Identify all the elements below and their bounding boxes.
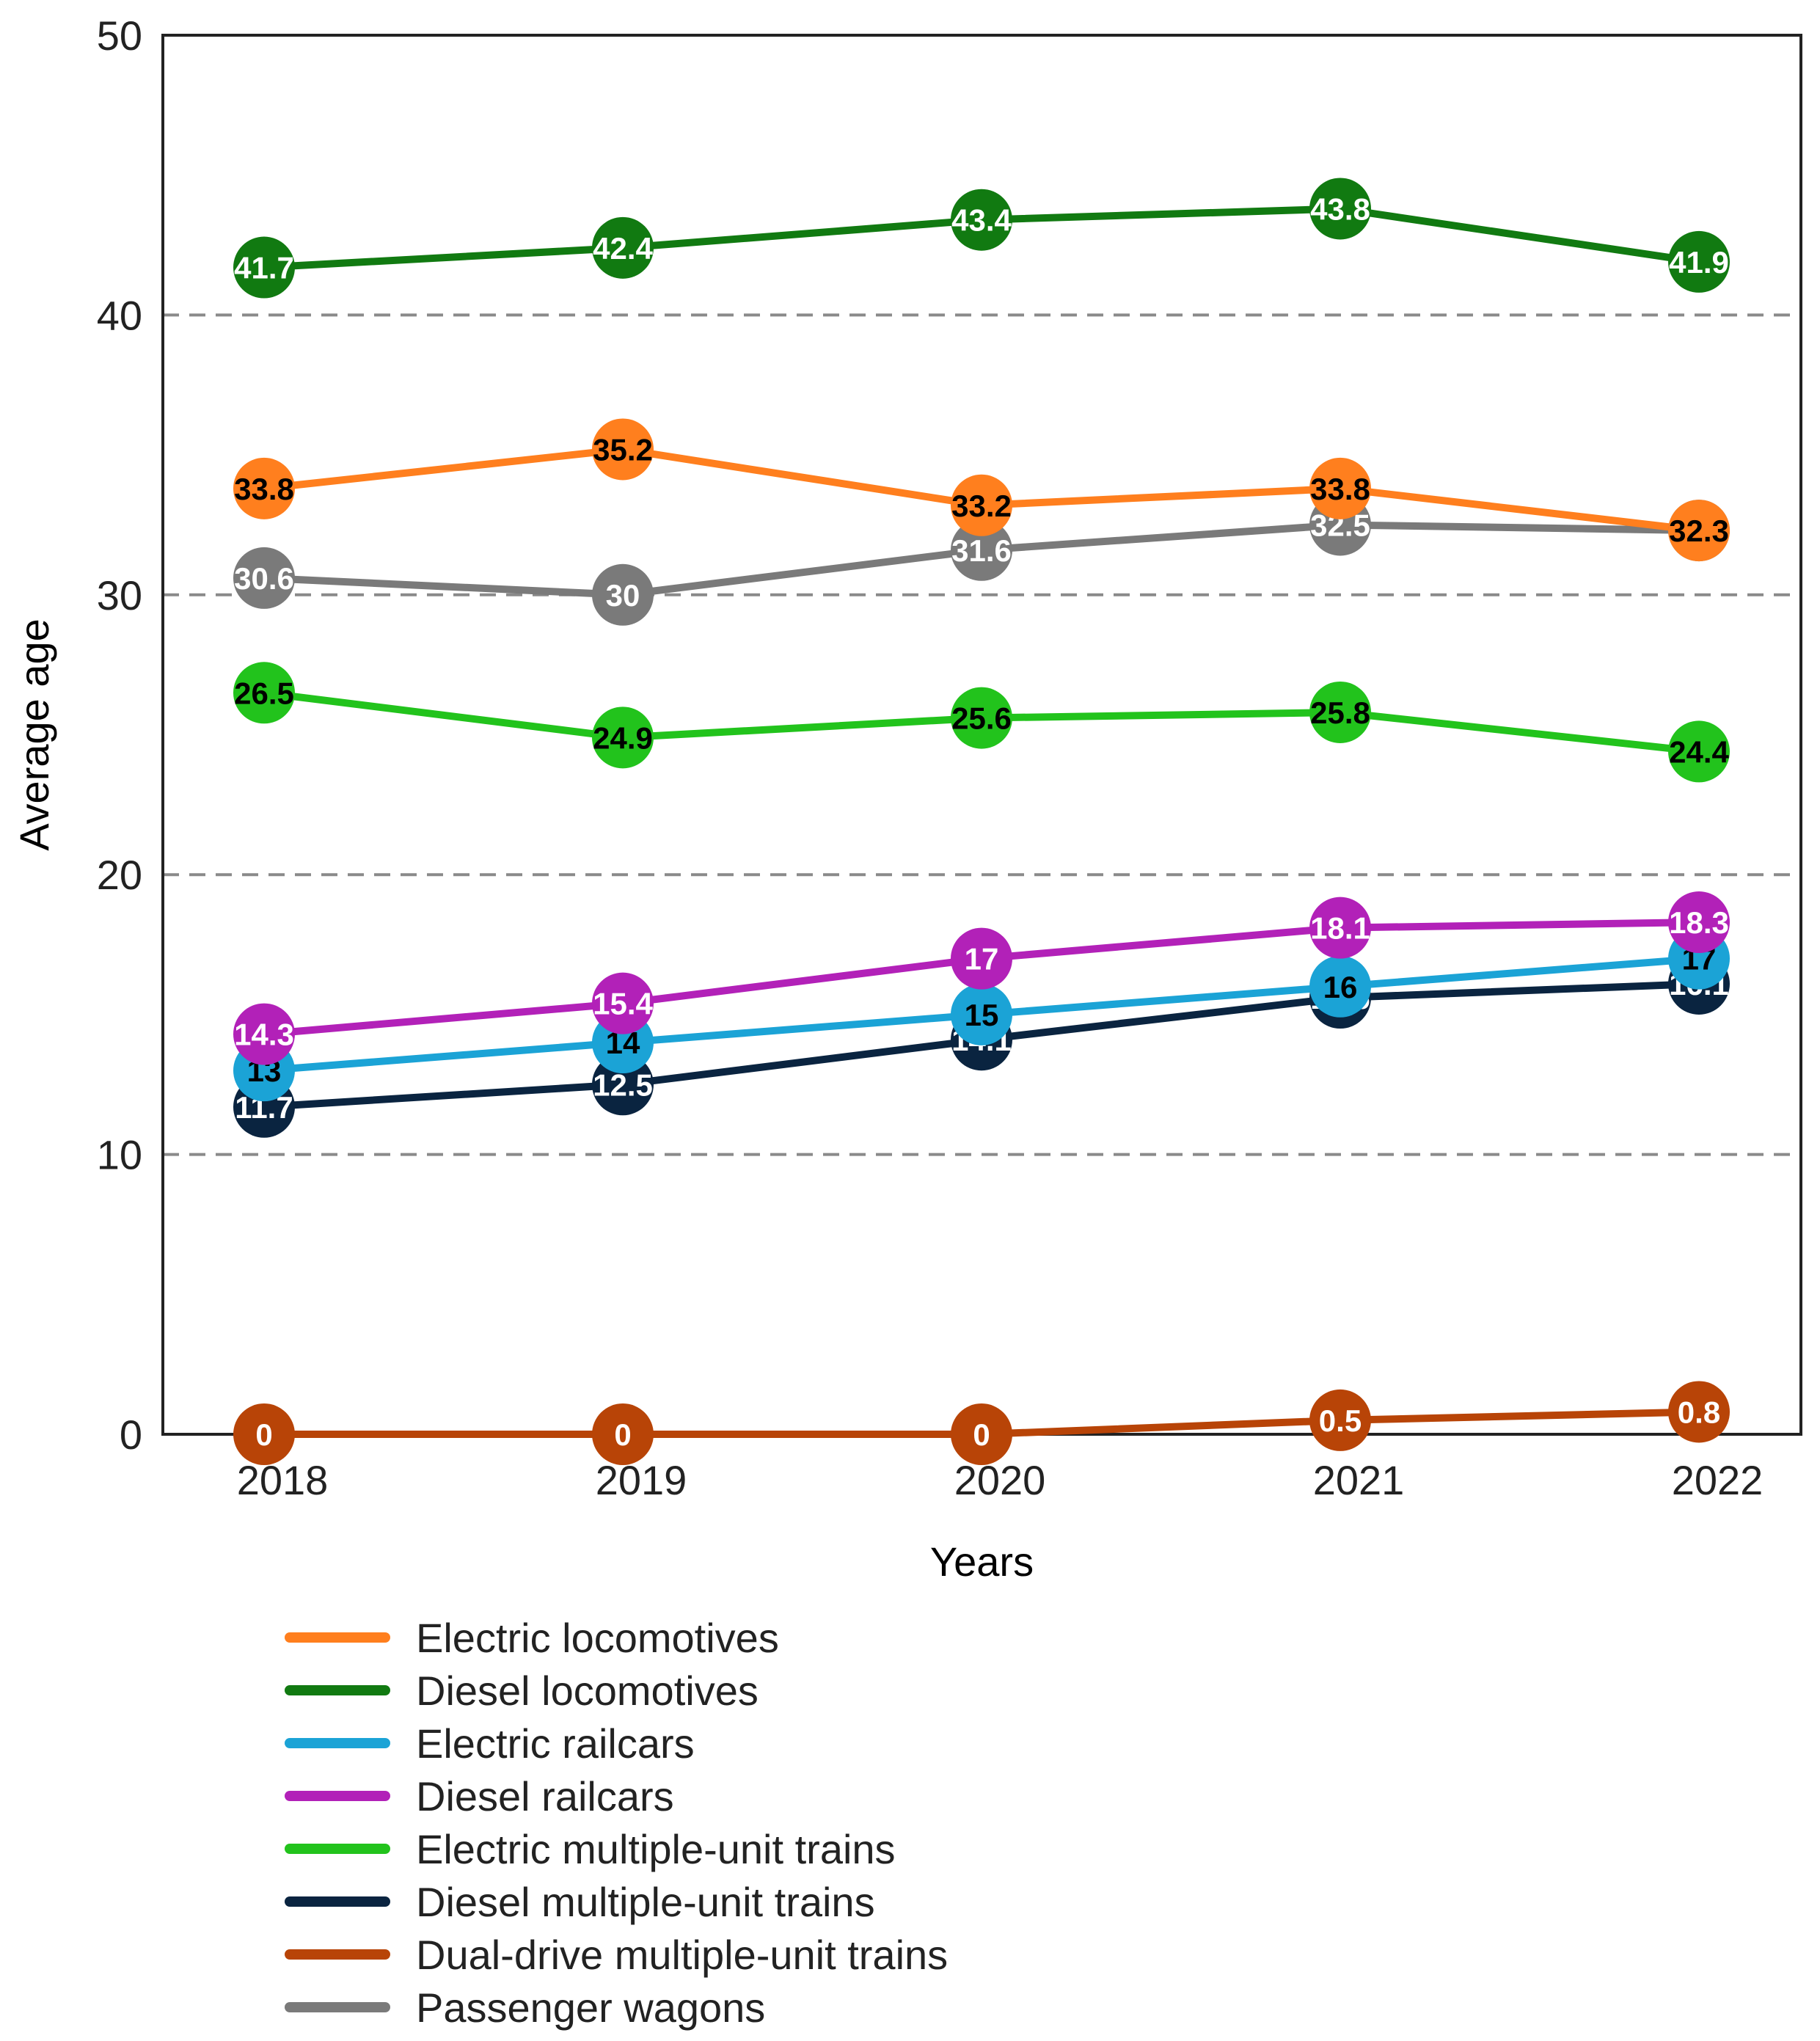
legend-label: Electric railcars [416,1720,695,1767]
data-label: 17 [965,942,999,976]
data-label: 0 [614,1417,631,1452]
data-label: 31.6 [951,533,1012,568]
data-label: 25.6 [951,701,1012,736]
data-label: 43.8 [1310,191,1370,226]
data-point [592,972,654,1034]
y-tick-label: 10 [97,1132,142,1178]
data-point [233,662,295,724]
data-label: 16 [1323,970,1358,1004]
legend-label: Diesel railcars [416,1773,674,1819]
data-label: 0 [973,1417,990,1452]
y-tick-label: 20 [97,852,142,898]
data-point [951,927,1012,990]
data-point [1309,897,1371,959]
data-point [233,1003,295,1065]
legend-label: Electric multiple-unit trains [416,1826,896,1872]
y-tick-label: 40 [97,292,142,338]
series-markers: 0000.50.811.712.514.115.616.113141516171… [233,178,1730,1465]
data-label: 32.3 [1669,514,1729,548]
y-tick-label: 50 [97,12,142,59]
data-point [1668,891,1730,954]
data-label: 42.4 [593,231,653,266]
data-point [1309,681,1371,743]
data-label: 33.2 [951,489,1012,523]
data-label: 24.9 [593,720,653,755]
data-label: 30 [606,578,640,613]
legend-label: Diesel locomotives [416,1668,759,1714]
x-axis-title: Years [930,1538,1034,1585]
legend-label: Dual-drive multiple-unit trains [416,1932,948,1978]
data-point [592,706,654,769]
data-label: 18.1 [1310,911,1370,946]
data-point [592,563,654,626]
data-point [1668,500,1730,562]
y-tick-label: 30 [97,572,142,618]
data-point [1668,1381,1730,1443]
gridlines [163,313,1801,1156]
data-label: 0 [255,1417,272,1452]
data-label: 41.7 [234,251,294,285]
data-point [1309,178,1371,240]
data-label: 12.5 [593,1067,653,1102]
legend-label: Diesel multiple-unit trains [416,1879,875,1925]
data-label: 33.8 [1310,472,1370,506]
axes: 0 10 20 30 40 50 2018 2019 2020 2021 2022 [97,12,1802,1503]
data-point [951,687,1012,749]
x-tick-label: 2021 [1313,1457,1405,1503]
data-point [951,1403,1012,1465]
x-tick-label: 2020 [954,1457,1046,1503]
data-point [1309,955,1371,1018]
legend-label: Passenger wagons [416,1985,765,2031]
data-label: 30.6 [234,561,294,596]
x-tick-label: 2019 [596,1457,687,1503]
data-label: 43.4 [951,203,1012,238]
data-point [233,547,295,609]
data-point [1309,1389,1371,1451]
data-point [592,216,654,279]
series-lines [260,205,1703,1438]
data-point [233,457,295,519]
data-point [1668,720,1730,783]
data-label: 18.3 [1669,905,1729,940]
x-tick-label: 2018 [237,1457,329,1503]
data-label: 33.8 [234,472,294,506]
data-label: 0.5 [1319,1403,1362,1438]
data-label: 25.8 [1310,695,1370,730]
legend: Electric locomotives Diesel locomotives El… [285,1615,948,2031]
data-label: 14.3 [234,1018,294,1052]
data-point [951,519,1012,581]
data-point [592,418,654,481]
data-point [951,189,1012,251]
legend-label: Electric locomotives [416,1615,779,1661]
data-point [233,1403,295,1465]
x-tick-label: 2022 [1672,1457,1764,1503]
data-label: 24.4 [1669,734,1729,769]
data-point [951,474,1012,536]
data-label: 15.4 [593,987,653,1021]
data-label: 35.2 [593,432,653,467]
data-point [592,1403,654,1465]
data-label: 15 [965,998,999,1032]
data-label: 26.5 [234,676,294,710]
data-point [1309,457,1371,519]
data-label: 0.8 [1678,1395,1720,1429]
data-point [951,983,1012,1045]
data-point [233,236,295,299]
data-label: 41.9 [1669,245,1729,280]
data-point [1668,230,1730,293]
y-tick-label: 0 [120,1412,142,1458]
y-axis-title: Average age [11,618,57,851]
